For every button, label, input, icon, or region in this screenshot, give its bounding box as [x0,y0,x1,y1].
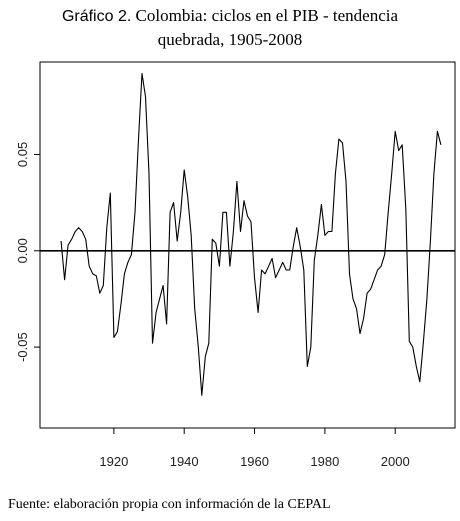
chart-title-text: Colombia: ciclos en el PIB - tendencia [135,6,399,25]
source-note: Fuente: elaboración propia con informaci… [8,497,331,512]
plot-frame [39,61,456,429]
x-tick-label: 1980 [310,454,339,469]
x-tick-label: 1940 [170,454,199,469]
x-tick-label: 1960 [240,454,269,469]
y-tick-label: 0.00 [15,238,30,263]
y-tick-label: 0.05 [15,142,30,167]
y-axis: -0.05 0.00 0.05 [15,142,40,362]
series-line-1 [60,73,442,396]
y-tick-label: -0.05 [15,332,30,362]
chart-title-lead: Gráfico 2. [61,8,132,25]
x-axis: 1920 1940 1960 1980 2000 [99,428,410,469]
x-tick-label: 2000 [381,454,410,469]
x-tick-label: 1920 [99,454,128,469]
chart-title: Gráfico 2. Colombia: ciclos en el PIB - … [0,4,460,51]
series-group [60,73,442,396]
chart-title-line-2: quebrada, 1905-2008 [157,30,303,49]
chart-title-line-1: Gráfico 2. Colombia: ciclos en el PIB - … [0,4,460,28]
